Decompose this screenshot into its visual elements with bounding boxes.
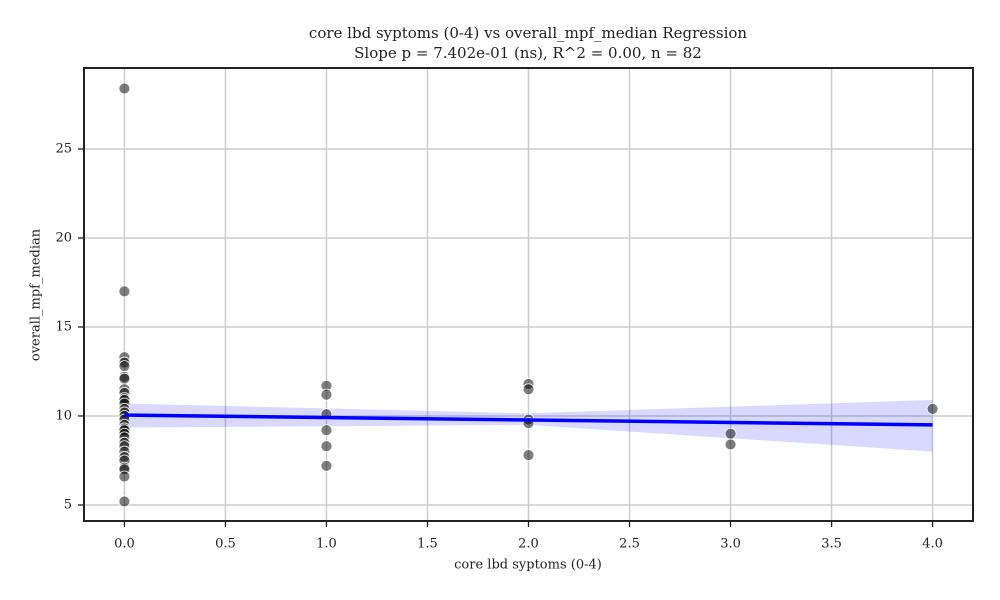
scatter-point [118,372,131,385]
x-tick-label: 1.5 [417,537,438,552]
scatter-point [118,495,131,508]
scatter-point [320,440,333,453]
scatter-point [118,360,131,373]
plot-frame [83,67,974,522]
x-tick-label: 0.5 [215,537,236,552]
y-tick-label: 15 [55,319,72,334]
x-tick-label: 4.0 [922,537,943,552]
regression-line [124,413,933,427]
x-tick-label: 2.0 [518,537,539,552]
x-tick-label: 0.0 [114,537,135,552]
scatter-point [522,449,535,462]
y-tick-label: 5 [64,497,72,512]
scatter-point [320,459,333,472]
scatter-point [724,427,737,440]
scatter-point [522,383,535,396]
x-tick-label: 1.0 [316,537,337,552]
x-tick-label: 3.0 [720,537,741,552]
x-tick-label: 3.5 [821,537,842,552]
y-tick-label: 25 [55,141,72,156]
scatter-point [320,388,333,401]
chart-title: core lbd syptoms (0-4) vs overall_mpf_me… [309,24,747,42]
x-axis-label: core lbd syptoms (0-4) [454,558,602,573]
y-axis-label: overall_mpf_median [29,228,44,361]
scatter-point [926,402,939,415]
scatter-point [118,82,131,95]
scatter-point [118,470,131,483]
scatter-point [118,285,131,298]
scatter-point [320,424,333,437]
x-tick-label: 2.5 [619,537,640,552]
y-tick-label: 10 [55,408,72,423]
chart-subtitle: Slope p = 7.402e-01 (ns), R^2 = 0.00, n … [354,44,702,62]
scatter-point [724,438,737,451]
y-tick-label: 20 [55,230,72,245]
